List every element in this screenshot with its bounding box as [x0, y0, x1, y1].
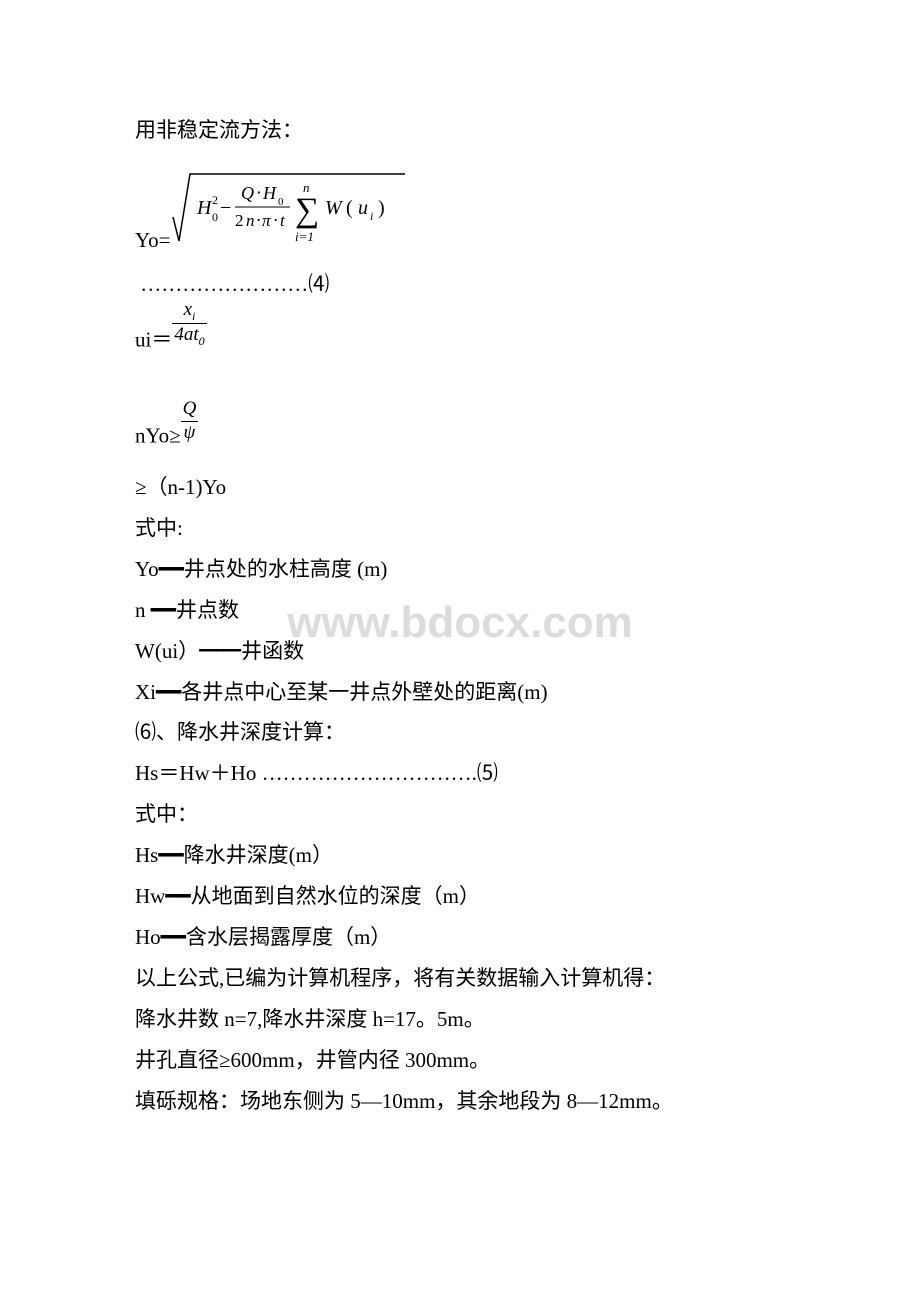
- frac-den-pi: π: [262, 211, 271, 230]
- formula-yo-svg: Yo= H 0 2 − Q ⋅ H 0 2 n ⋅ π ⋅ t n ∑ i=1: [135, 159, 415, 254]
- frac-num-q: Q: [241, 183, 254, 203]
- paren-r: ): [378, 197, 385, 219]
- h0-sup: 2: [212, 193, 218, 207]
- frac-den-dot2: ⋅: [256, 211, 261, 230]
- text-line-comp: 以上公式,已编为计算机程序，将有关数据输入计算机得：: [135, 958, 785, 999]
- frac-num-dot1: ⋅: [256, 183, 262, 203]
- text-line-hs-def: Hs━━降水井深度(m）: [135, 835, 785, 876]
- text-line-wui: W(ui）━━井函数: [135, 631, 785, 672]
- formula-yo: Yo= H 0 2 − Q ⋅ H 0 2 n ⋅ π ⋅ t n ∑ i=1: [135, 159, 785, 254]
- text-line-yo: Yo━━井点处的水柱高度 (m): [135, 549, 785, 590]
- frac-den-2: 2: [235, 211, 244, 230]
- minus: −: [220, 197, 231, 219]
- text-line-hs: Hs＝Hw＋Ho ………………………….⑸: [135, 753, 785, 794]
- text-line-ge: ≥（n-1)Yo: [135, 467, 785, 508]
- text-line: 用非稳定流方法：: [135, 110, 785, 151]
- text-line-hw-def: Hw━━从地面到自然水位的深度（m）: [135, 876, 785, 917]
- text-line-6: ⑹、降水井深度计算：: [135, 712, 785, 753]
- text-line-shizhong2: 式中：: [135, 794, 785, 835]
- ui-den: 4at0: [172, 324, 206, 348]
- frac-num-h0sub: 0: [278, 196, 284, 208]
- sum-sigma: ∑: [295, 192, 319, 229]
- w: W: [325, 197, 344, 219]
- text-line-gravel: 填砾规格：场地东侧为 5—10mm，其余地段为 8—12mm。: [135, 1081, 785, 1122]
- document-content: 用非稳定流方法： Yo= H 0 2 − Q ⋅ H 0 2 n ⋅ π ⋅ t: [135, 110, 785, 1122]
- spacer: [135, 370, 785, 400]
- formula-label-4: ……………………⑷: [135, 264, 785, 305]
- paren-l: (: [346, 197, 353, 219]
- frac-den-t: t: [280, 211, 286, 230]
- ui-prefix: ui＝: [135, 327, 172, 351]
- ui-fraction: xi 4at0: [172, 299, 206, 348]
- ui-num: xi: [172, 299, 206, 324]
- u-sub: i: [370, 209, 373, 223]
- sum-lower: i=1: [295, 229, 314, 244]
- frac-den-dot3: ⋅: [273, 211, 278, 230]
- frac-den-n: n: [246, 211, 255, 230]
- text-line-xi: Xi━━各井点中心至某一井点外壁处的距离(m): [135, 672, 785, 713]
- text-line-diam: 井孔直径≥600mm，井管内径 300mm。: [135, 1040, 785, 1081]
- nyo-den: ψ: [181, 422, 199, 445]
- text-line-result: 降水井数 n=7,降水井深度 h=17。5m。: [135, 999, 785, 1040]
- yo-prefix: Yo=: [135, 228, 170, 252]
- u: u: [358, 197, 368, 219]
- nyo-prefix: nYo≥: [135, 424, 181, 448]
- h0-sub: 0: [212, 210, 218, 224]
- frac-num-h: H: [262, 183, 277, 203]
- h0: H: [196, 197, 213, 219]
- label-4-text: ……………………⑷: [140, 272, 329, 296]
- nyo-fraction: Q ψ: [181, 398, 199, 445]
- text-line-n: n ━━井点数: [135, 590, 785, 631]
- text-line-shizhong1: 式中:: [135, 508, 785, 549]
- nyo-num: Q: [181, 398, 199, 422]
- text-line-ho-def: Ho━━含水层揭露厚度（m）: [135, 917, 785, 958]
- formula-ui: ui＝ xi 4at0: [135, 311, 785, 360]
- formula-nyo: nYo≥ Q ψ: [135, 410, 785, 457]
